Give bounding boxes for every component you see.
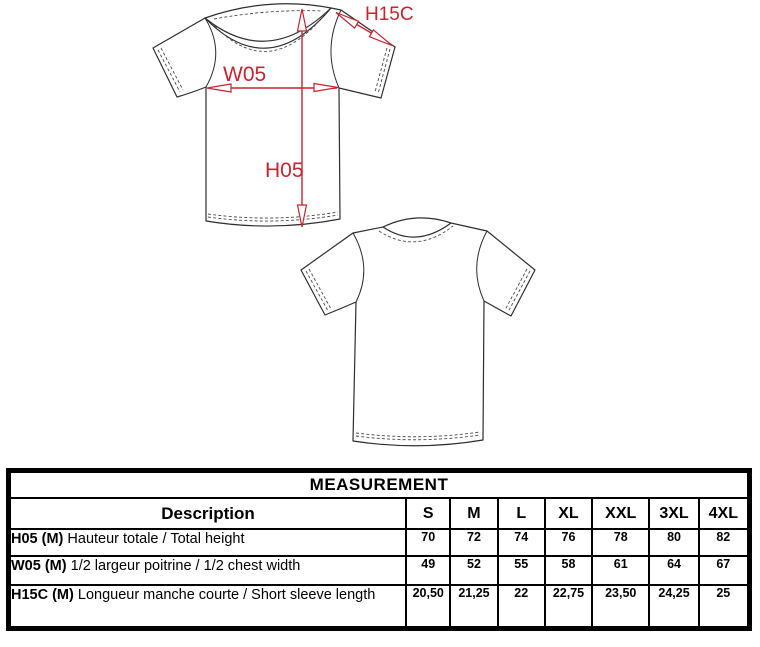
front-collar-stitch (210, 12, 327, 52)
value-cell: 70 (405, 528, 452, 557)
dimension-annotations: H15C W05 H05 (206, 4, 414, 228)
front-right-armhole-seam (330, 9, 342, 89)
value-cell: 80 (648, 528, 700, 557)
table-row-h15c: H15C (M) Longueur manche courte / Short … (8, 584, 750, 628)
column-header-size-3xl: 3XL (648, 497, 700, 530)
back-left-armhole-seam (352, 232, 365, 303)
h05-label: H05 (265, 159, 304, 182)
column-header-size-4xl: 4XL (697, 497, 750, 530)
measure-code: H15C (M) (11, 587, 74, 603)
front-shirt-outline (152, 3, 396, 227)
value-cell: 76 (543, 528, 594, 557)
back-hem-stitch-2 (355, 434, 481, 441)
value-cell: 72 (449, 528, 499, 557)
measure-description: Longueur manche courte / Short sleeve le… (77, 587, 376, 603)
value-cell: 49 (405, 555, 452, 586)
value-cell: 20,50 (405, 584, 452, 628)
measure-description-cell: H15C (M) Longueur manche courte / Short … (8, 584, 408, 628)
measure-description: Hauteur totale / Total height (67, 531, 245, 547)
h05-arrowhead-bottom (296, 204, 308, 228)
value-cell: 61 (591, 555, 651, 586)
table-row-w05: W05 (M) 1/2 largeur poitrine / 1/2 chest… (8, 555, 750, 586)
back-neck-stitch (378, 225, 454, 243)
value-cell: 25 (697, 584, 750, 628)
back-neck-seam (382, 222, 452, 238)
h15c-label: H15C (365, 4, 414, 25)
measurement-table: MEASUREMENT Description S M L XL XXL 3XL… (6, 468, 752, 631)
value-cell: 22 (496, 584, 546, 628)
front-right-cuff-stitch-2 (374, 47, 388, 93)
front-stitching (157, 10, 391, 222)
back-left-cuff-stitch-2 (308, 268, 332, 310)
value-cell: 58 (543, 555, 594, 586)
back-view-drawing (300, 217, 536, 447)
value-cell: 24,25 (648, 584, 700, 628)
w05-arrowhead-right (313, 82, 339, 93)
h15c-arrowhead-upper (335, 11, 360, 30)
value-cell: 67 (697, 555, 750, 586)
value-cell: 82 (697, 528, 750, 557)
back-stitching (305, 225, 531, 441)
measure-description: 1/2 largeur poitrine / 1/2 chest width (70, 558, 301, 574)
table-row-h05: H05 (M) Hauteur totale / Total height 70… (8, 528, 750, 557)
front-backneck-stitch (213, 10, 323, 20)
value-cell: 64 (648, 555, 700, 586)
measure-description-cell: H05 (M) Hauteur totale / Total height (8, 528, 408, 557)
w05-dimension-arrow (206, 82, 339, 93)
measure-code: W05 (M) (11, 558, 67, 574)
front-left-cuff-stitch-1 (157, 49, 181, 93)
front-right-cuff-stitch-1 (377, 48, 391, 95)
value-cell: 21,25 (449, 584, 499, 628)
front-collar-inner (204, 7, 332, 42)
w05-arrowhead-left (206, 83, 232, 93)
column-header-size-xl: XL (543, 497, 594, 530)
back-right-cuff-stitch-2 (504, 268, 528, 311)
front-left-armhole-seam (204, 17, 217, 88)
column-header-size-s: S (405, 497, 452, 530)
w05-label: W05 (223, 63, 266, 86)
value-cell: 78 (591, 528, 651, 557)
front-hem-stitch-2 (207, 214, 339, 222)
value-cell: 74 (496, 528, 546, 557)
h15c-dimension-arrow (335, 11, 393, 47)
value-cell: 55 (496, 555, 546, 586)
h15c-arrowhead-lower (368, 28, 393, 47)
column-header-size-l: L (496, 497, 546, 530)
value-cell: 23,50 (591, 584, 651, 628)
h05-arrowhead-top (296, 8, 308, 32)
table-title: MEASUREMENT (9, 471, 749, 499)
back-hem-stitch-1 (355, 431, 481, 438)
back-right-armhole-seam (476, 230, 488, 302)
value-cell: 52 (449, 555, 499, 586)
front-left-cuff-stitch-2 (160, 47, 184, 91)
column-header-size-m: M (449, 497, 499, 530)
front-view-drawing (152, 3, 396, 227)
column-header-description: Description (8, 497, 408, 530)
measure-code: H05 (M) (11, 531, 64, 547)
tshirt-technical-drawing: H15C W05 H05 (152, 3, 536, 447)
measure-description-cell: W05 (M) 1/2 largeur poitrine / 1/2 chest… (8, 555, 408, 586)
h05-dimension-arrow (296, 8, 308, 228)
front-hem-stitch-1 (207, 211, 339, 219)
back-shirt-outline (300, 217, 536, 447)
column-header-size-xxl: XXL (591, 497, 651, 530)
back-right-cuff-stitch-1 (507, 270, 531, 313)
value-cell: 22,75 (543, 584, 594, 628)
back-left-cuff-stitch-1 (305, 270, 329, 312)
